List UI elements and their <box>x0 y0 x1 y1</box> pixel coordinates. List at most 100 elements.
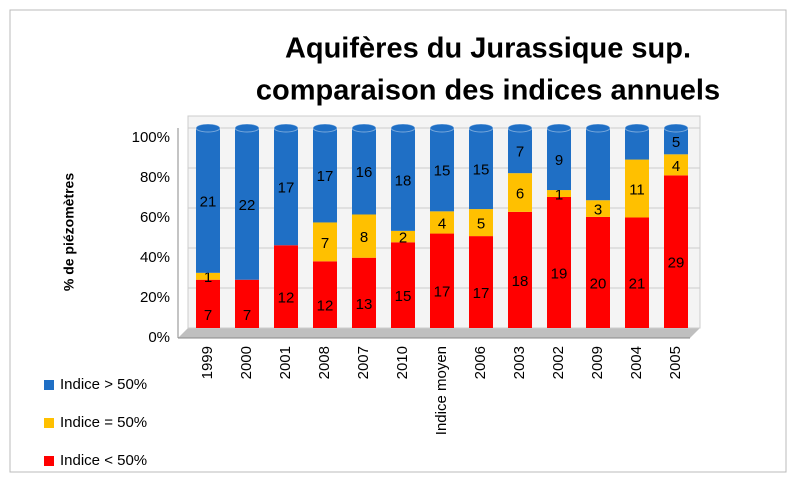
bar-segment <box>391 242 415 328</box>
data-label: 9 <box>555 152 563 169</box>
bar-segment <box>547 128 571 191</box>
bar-segment <box>274 245 298 328</box>
legend-swatch <box>44 380 54 390</box>
y-tick-label: 60% <box>140 209 170 226</box>
data-label: 29 <box>668 255 685 272</box>
bar-segment <box>586 200 610 217</box>
y-tick-label: 100% <box>132 129 170 146</box>
data-label: 3 <box>594 202 602 219</box>
data-label: 17 <box>317 168 334 185</box>
bar-segment <box>469 236 493 328</box>
bar-segment <box>313 128 337 223</box>
x-tick-label: 2005 <box>667 346 684 379</box>
bar-segment <box>664 154 688 176</box>
bar-segment <box>196 279 220 328</box>
x-tick-label: 2002 <box>550 346 567 379</box>
bar-segment <box>196 272 220 280</box>
bar-cap <box>507 123 533 133</box>
bar-segment <box>352 214 376 258</box>
bar-segment <box>235 128 259 280</box>
data-label: 21 <box>629 276 646 293</box>
data-label: 2 <box>399 230 407 247</box>
bar-segment <box>508 211 532 328</box>
data-label: 22 <box>239 197 256 214</box>
y-tick-label: 0% <box>148 329 170 346</box>
x-tick-label: 2008 <box>316 346 333 379</box>
bar-cap <box>585 123 611 133</box>
data-label: 13 <box>356 296 373 313</box>
x-tick-label: 2009 <box>589 346 606 379</box>
data-label: 18 <box>512 273 529 290</box>
data-label: 12 <box>317 298 334 315</box>
data-label: 15 <box>395 288 412 305</box>
bar-segment <box>547 190 571 197</box>
y-axis-label: % de piézomètres <box>61 173 77 291</box>
data-label: 20 <box>590 275 607 292</box>
x-tick-label: 2006 <box>472 346 489 379</box>
x-tick-label: 1999 <box>199 346 216 379</box>
bar-segment <box>469 209 493 237</box>
floor <box>178 328 700 338</box>
bar-cap <box>429 123 455 133</box>
bar-segment <box>430 233 454 328</box>
data-label: 18 <box>395 172 412 189</box>
data-label: 6 <box>516 185 524 202</box>
data-label: 7 <box>321 235 329 252</box>
data-label: 8 <box>360 229 368 246</box>
bar-segment <box>430 211 454 234</box>
bar-segment <box>274 128 298 246</box>
data-label: 5 <box>672 134 680 151</box>
bar-segment <box>391 230 415 243</box>
bar-segment <box>625 217 649 328</box>
bar-segment <box>430 128 454 212</box>
bar-cap <box>390 123 416 133</box>
data-label: 19 <box>551 265 568 282</box>
chart-title: Aquifères du Jurassique sup. <box>285 33 691 65</box>
bar-segment <box>508 128 532 174</box>
data-label: 7 <box>243 307 251 324</box>
bar-segment <box>547 196 571 328</box>
bar-cap <box>351 123 377 133</box>
bar-segment <box>235 279 259 328</box>
bar-cap <box>195 123 221 133</box>
data-label: 16 <box>356 164 373 181</box>
chart-title: comparaison des indices annuels <box>256 75 720 107</box>
data-label: 15 <box>473 162 490 179</box>
bar-cap <box>312 123 338 133</box>
data-label: 7 <box>204 307 212 324</box>
bar-cap <box>546 123 572 133</box>
bar-cap <box>234 123 260 133</box>
y-tick-label: 40% <box>140 249 170 266</box>
data-label: 12 <box>278 290 295 307</box>
x-tick-label: 2004 <box>628 346 645 379</box>
x-tick-label: 2000 <box>238 346 255 379</box>
y-tick-label: 80% <box>140 169 170 186</box>
data-label: 7 <box>516 144 524 161</box>
bar-segment <box>625 128 649 160</box>
x-tick-label: Indice moyen <box>433 346 450 435</box>
bar-segment <box>313 261 337 328</box>
x-tick-label: 2001 <box>277 346 294 379</box>
data-label: 17 <box>278 180 295 197</box>
bar-segment <box>352 257 376 328</box>
data-label: 5 <box>477 216 485 233</box>
legend-label: Indice > 50% <box>60 376 147 393</box>
bar-segment <box>352 128 376 215</box>
data-label: 4 <box>438 215 446 232</box>
x-tick-label: 2010 <box>394 346 411 379</box>
bar-segment <box>313 222 337 262</box>
bar-cap <box>624 123 650 133</box>
bar-segment <box>469 128 493 210</box>
data-label: 21 <box>200 193 217 210</box>
x-tick-label: 2003 <box>511 346 528 379</box>
bar-segment <box>391 128 415 231</box>
data-label: 17 <box>473 285 490 302</box>
bar-segment <box>664 175 688 328</box>
data-label: 1 <box>555 186 563 203</box>
data-label: 17 <box>434 284 451 301</box>
bar-segment <box>586 128 610 201</box>
bar-cap <box>663 123 689 133</box>
bar-segment <box>664 128 688 155</box>
